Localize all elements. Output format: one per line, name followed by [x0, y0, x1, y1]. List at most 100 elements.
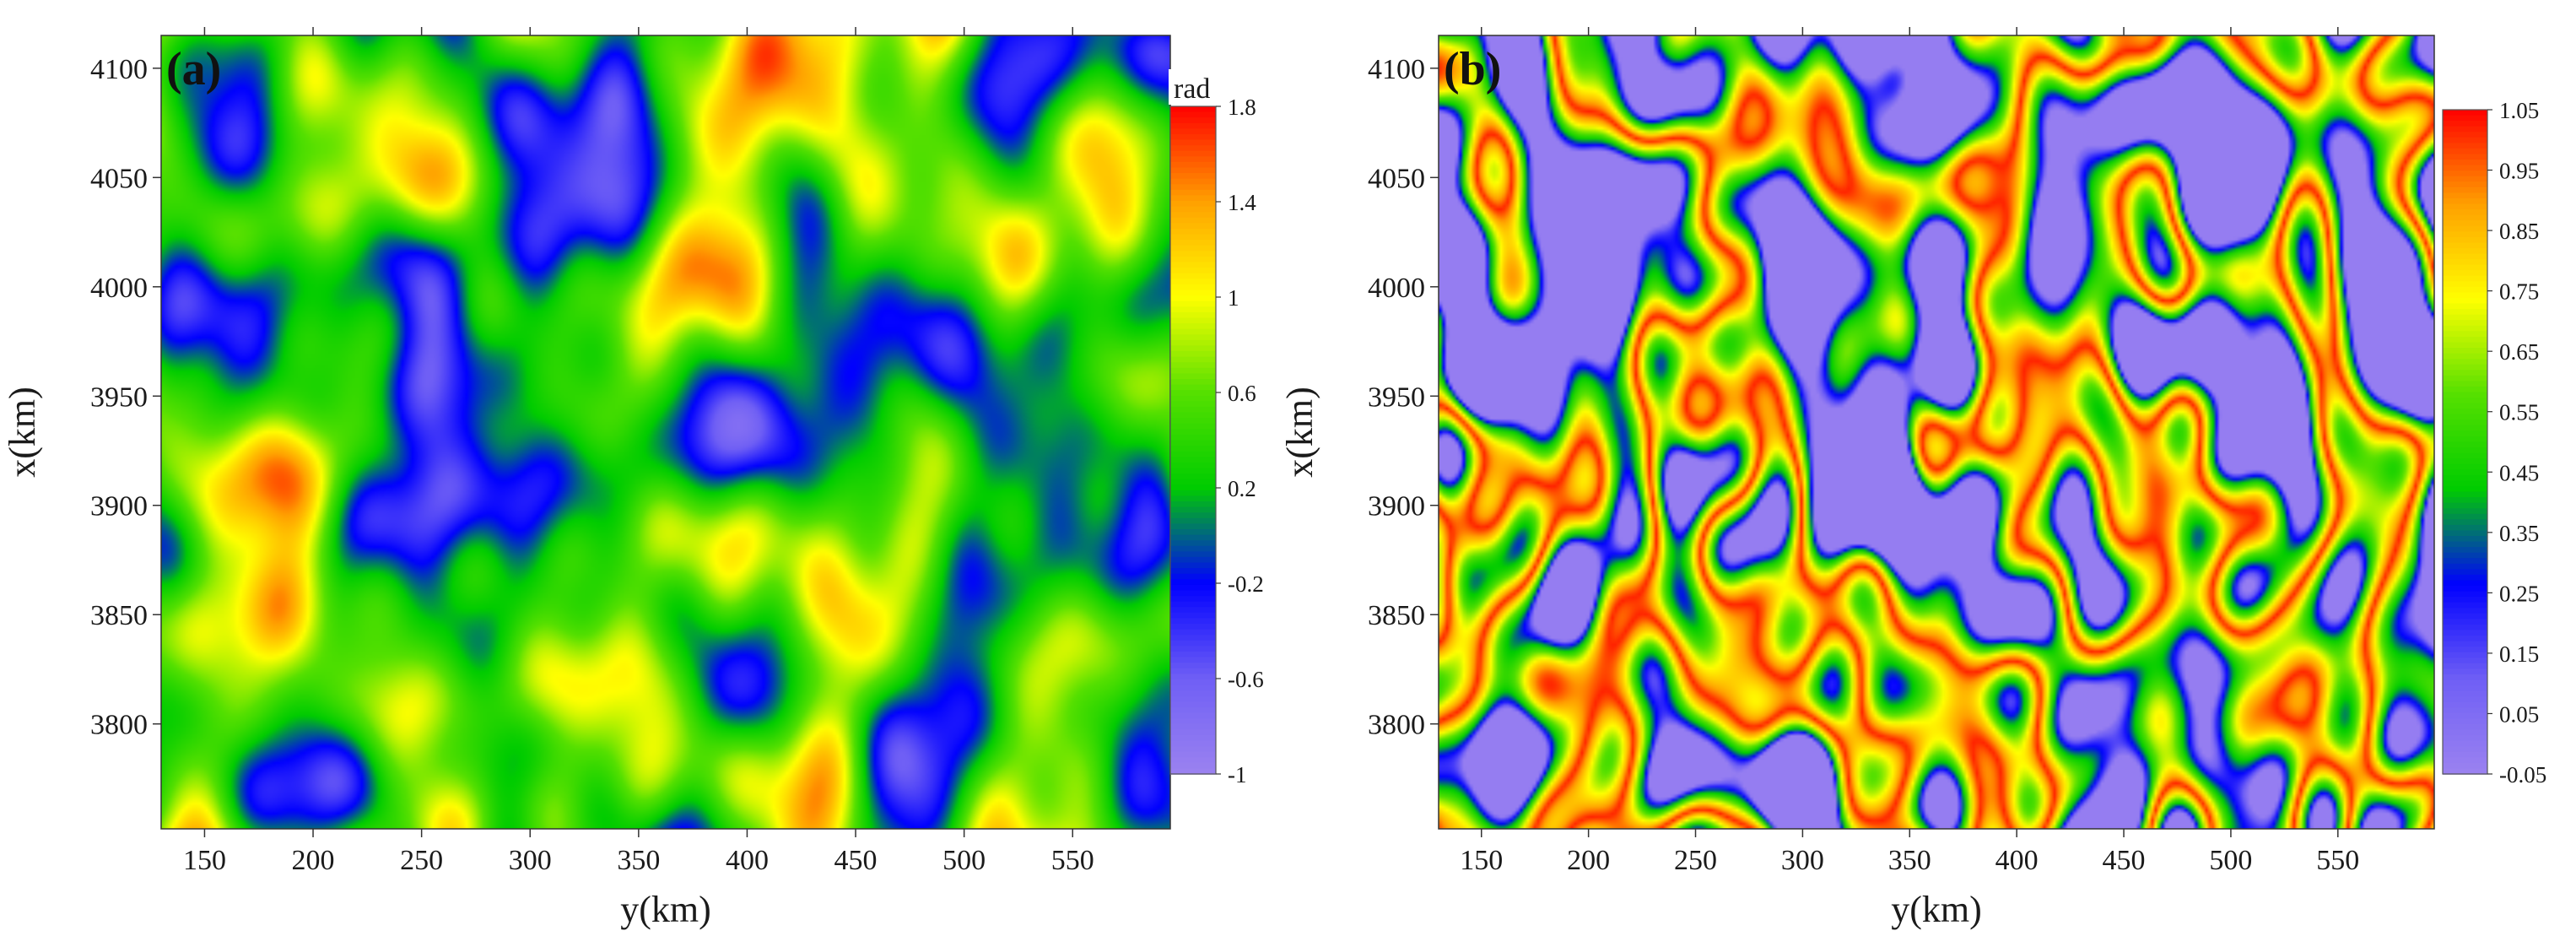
colorbar-segment — [2443, 441, 2487, 448]
colorbar-segment — [1170, 590, 1216, 597]
colorbar-segment — [1170, 284, 1216, 291]
colorbar-segment — [2443, 220, 2487, 227]
colorbar-segment — [2443, 513, 2487, 521]
colorbar-segment — [2443, 375, 2487, 382]
colorbar-segment — [1170, 122, 1216, 130]
colorbar-segment — [1170, 740, 1216, 747]
panel-b: 150 200 250 300 350 400 450 500 550 3800 3850 3900 3… — [1279, 27, 2546, 930]
colorbar-segment — [2443, 524, 2487, 532]
panel-label: (b) — [1444, 43, 1501, 95]
colorbar-segment — [1170, 534, 1216, 541]
colorbar-segment — [1170, 234, 1216, 241]
colorbar-segment — [1170, 746, 1216, 753]
colorbar-segment — [1170, 556, 1216, 564]
colorbar-segment — [1170, 479, 1216, 486]
colorbar-segment — [1170, 651, 1216, 658]
colorbar-segment — [1170, 311, 1216, 319]
y-tick-label: 4050 — [1368, 163, 1425, 194]
colorbar-segment — [1170, 484, 1216, 491]
colorbar-segment — [2443, 143, 2487, 149]
colorbar-tick-label: 0.65 — [2499, 339, 2539, 365]
colorbar-segment — [2443, 491, 2487, 498]
heatmap-image — [161, 35, 1170, 829]
colorbar-segment — [1170, 762, 1216, 770]
colorbar-segment — [2443, 469, 2487, 476]
colorbar-segment — [1170, 579, 1216, 586]
colorbar-segment — [2443, 541, 2487, 548]
panel-a: 150 200 250 300 350 400 450 500 550 3800 3850 3900 3… — [2, 27, 1264, 930]
y-tick-label: 3850 — [90, 600, 148, 631]
colorbar-segment — [2443, 641, 2487, 647]
x-axis-label: y(km) — [620, 889, 711, 930]
colorbar-segment — [2443, 707, 2487, 714]
colorbar-segment — [2443, 630, 2487, 636]
colorbar-segment — [2443, 519, 2487, 526]
colorbar-segment — [1170, 462, 1216, 469]
colorbar-tick-label: 0.45 — [2499, 460, 2539, 485]
x-tick-label: 200 — [1567, 845, 1610, 876]
colorbar-segment — [2443, 247, 2487, 255]
colorbar-segment — [1170, 506, 1216, 513]
colorbar-tick-label: 1 — [1228, 285, 1239, 311]
colorbar-segment — [1170, 640, 1216, 647]
colorbar-segment — [2443, 458, 2487, 465]
colorbar-segment — [2443, 110, 2487, 116]
x-tick-label: 150 — [183, 845, 226, 876]
colorbar-segment — [2443, 359, 2487, 365]
colorbar-segment — [2443, 270, 2487, 277]
colorbar-segment — [2443, 696, 2487, 703]
colorbar-segment — [2443, 591, 2487, 598]
colorbar-segment — [2443, 602, 2487, 609]
colorbar-frame — [1169, 106, 1217, 775]
colorbar-tick-label: 0.15 — [2499, 641, 2539, 667]
colorbar-segment — [2443, 636, 2487, 642]
colorbar-segment — [1170, 339, 1216, 347]
colorbar-segment — [2443, 768, 2487, 775]
colorbar-segment — [1170, 712, 1216, 719]
colorbar-segment — [1170, 618, 1216, 625]
x-tick-label: 150 — [1460, 845, 1503, 876]
x-tick-label: 450 — [834, 845, 878, 876]
colorbar-tick-label: 0.75 — [2499, 279, 2539, 305]
colorbar-segment — [1170, 117, 1216, 124]
colorbar-segment — [1170, 540, 1216, 547]
colorbar-segment — [1170, 663, 1216, 669]
x-tick-label: 350 — [617, 845, 660, 876]
colorbar-segment — [1170, 217, 1216, 225]
colorbar-segment — [2443, 569, 2487, 576]
colorbar-segment — [1170, 306, 1216, 313]
colorbar-segment — [2443, 320, 2487, 327]
colorbar-segment — [1170, 189, 1216, 197]
colorbar-segment — [1170, 290, 1216, 296]
colorbar-segment — [1170, 195, 1216, 202]
colorbar-segment — [2443, 563, 2487, 571]
colorbar-tick-label: 1.8 — [1228, 95, 1256, 120]
colorbar-segment — [1170, 568, 1216, 575]
colorbar-segment — [2443, 740, 2487, 748]
y-tick-label: 3800 — [90, 710, 148, 741]
colorbar-segment — [1170, 373, 1216, 380]
colorbar-tick-label: 1.4 — [1228, 190, 1256, 215]
colorbar-segment — [1170, 367, 1216, 375]
colorbar-segment — [1170, 201, 1216, 208]
y-axis-label: x(km) — [2, 387, 43, 478]
colorbar-tick-label: 0.05 — [2499, 701, 2539, 727]
colorbar-segment — [1170, 184, 1216, 191]
colorbar-segment — [2443, 398, 2487, 404]
colorbar-segment — [2443, 281, 2487, 288]
y-tick-label: 3950 — [90, 382, 148, 413]
colorbar-segment — [1170, 685, 1216, 691]
colorbar-segment — [1170, 161, 1216, 169]
y-tick-label: 3900 — [1368, 491, 1425, 522]
colorbar-segment — [2443, 231, 2487, 238]
colorbar-segment — [2443, 364, 2487, 371]
colorbar-segment — [2443, 474, 2487, 482]
colorbar-segment — [1170, 457, 1216, 463]
colorbar-segment — [2443, 275, 2487, 283]
colorbar-segment — [1170, 106, 1216, 113]
colorbar-segment — [1170, 256, 1216, 263]
colorbar-segment — [2443, 652, 2487, 659]
colorbar-segment — [2443, 485, 2487, 493]
colorbar-segment — [1170, 323, 1216, 330]
colorbar-segment — [1170, 718, 1216, 725]
